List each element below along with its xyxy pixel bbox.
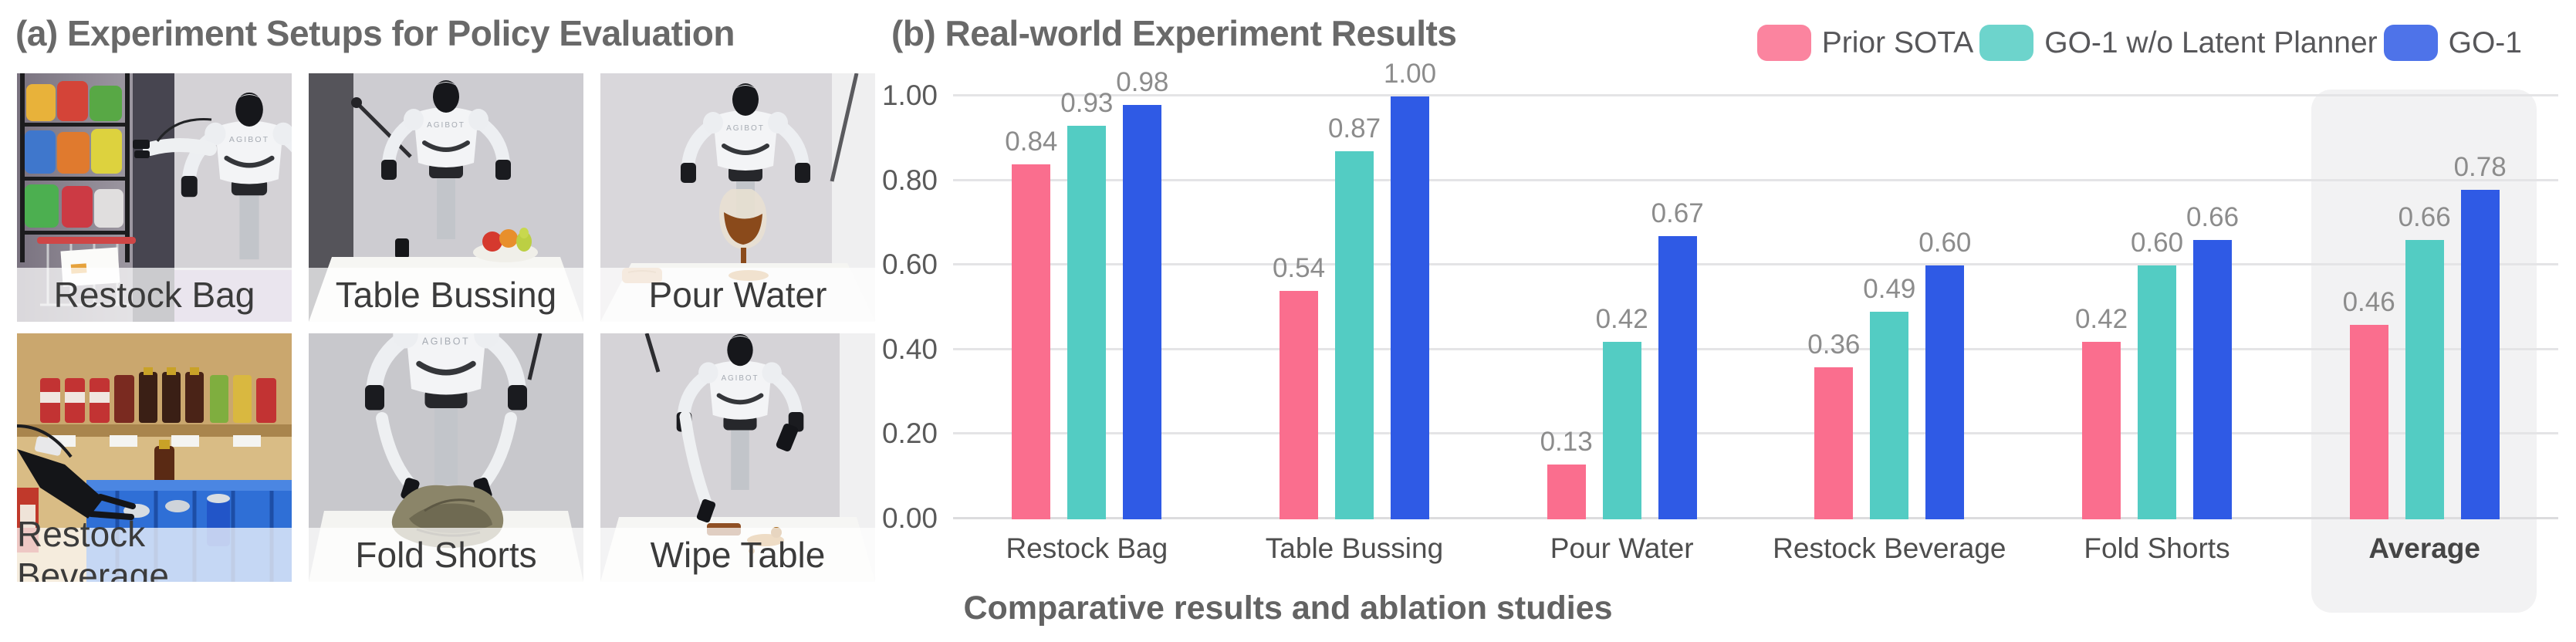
- photo-tile-table-bussing: Table Bussing: [309, 73, 583, 322]
- bar-value-label: 0.49: [1863, 274, 1916, 305]
- bar: [2405, 240, 2444, 519]
- bar-value-label: 0.84: [1005, 126, 1058, 157]
- bar-value-label: 0.13: [1540, 426, 1593, 457]
- photo-label: Restock Beverage: [17, 514, 169, 582]
- gridline: [953, 347, 2558, 350]
- bar: [1123, 104, 1162, 519]
- bar-value-label: 0.98: [1116, 66, 1169, 97]
- y-tick-label: 0.40: [881, 333, 938, 365]
- bar: [2138, 265, 2176, 519]
- gridline: [953, 94, 2558, 96]
- legend-item: GO-1 w/o Latent Planner: [1979, 25, 2378, 61]
- bar-value-label: 0.87: [1327, 113, 1381, 144]
- bar: [2082, 341, 2121, 519]
- gridline: [953, 263, 2558, 266]
- bar-value-label: 0.46: [2342, 286, 2395, 317]
- bar: [2193, 240, 2232, 519]
- bar: [1814, 367, 1854, 519]
- bar-value-label: 0.36: [1807, 329, 1861, 360]
- x-category-label: Average: [2368, 532, 2480, 564]
- y-tick-label: 0.60: [881, 248, 938, 281]
- bar-value-label: 0.67: [1651, 198, 1704, 228]
- gridline: [953, 178, 2558, 181]
- photo-label: Fold Shorts: [355, 535, 537, 575]
- y-tick-label: 1.00: [881, 79, 938, 111]
- x-category-label: Restock Beverage: [1773, 532, 2006, 564]
- bar-value-label: 0.60: [1918, 228, 1972, 258]
- bar: [1280, 291, 1318, 519]
- panel-b-title: (b) Real-world Experiment Results: [891, 13, 1457, 53]
- legend-label: GO-1 w/o Latent Planner: [2044, 25, 2378, 59]
- y-tick-label: 0.80: [881, 164, 938, 196]
- legend-item: Prior SOTA: [1756, 25, 1974, 61]
- bar-value-label: 0.54: [1272, 253, 1326, 284]
- photo-label: Restock Bag: [53, 275, 255, 315]
- bar: [1335, 151, 1374, 519]
- photo-tile-restock-beverage: Restock Beverage: [17, 333, 292, 582]
- legend-swatch: [1756, 25, 1811, 61]
- bar: [1391, 96, 1429, 519]
- x-category-label: Pour Water: [1550, 532, 1694, 564]
- photo-tile-fold-shorts: Fold Shorts: [309, 333, 583, 582]
- photo-tile-pour-water: Pour Water: [600, 73, 875, 322]
- x-category-label: Table Bussing: [1265, 532, 1444, 564]
- photo-tile-wipe-table: Wipe Table: [600, 333, 875, 582]
- x-category-label: Restock Bag: [1006, 532, 1168, 564]
- bar: [1547, 464, 1586, 519]
- photo-label: Table Bussing: [335, 275, 557, 315]
- y-tick-label: 0.00: [881, 502, 938, 534]
- bar-value-label: 0.66: [2398, 202, 2451, 233]
- x-category-label: Fold Shorts: [2084, 532, 2230, 564]
- photo-label: Wipe Table: [650, 535, 826, 575]
- photo-label-band: Restock Beverage: [17, 514, 292, 582]
- bar-value-label: 0.78: [2453, 151, 2507, 182]
- bar: [1067, 126, 1107, 519]
- photo-label-band: Restock Bag: [17, 268, 292, 322]
- gridline: [953, 517, 2558, 519]
- bar-value-label: 0.66: [2186, 202, 2240, 233]
- bar-value-label: 0.42: [2074, 303, 2128, 334]
- legend-label: GO-1: [2448, 25, 2522, 59]
- bar: [2349, 324, 2388, 519]
- legend-swatch: [1979, 25, 2034, 61]
- panel-a-title: (a) Experiment Setups for Policy Evaluat…: [15, 13, 735, 53]
- photo-label: Pour Water: [648, 275, 827, 315]
- figure-caption: Comparative results and ablation studies: [963, 590, 1613, 627]
- bar: [1602, 341, 1641, 519]
- bar-value-label: 0.42: [1595, 303, 1648, 334]
- photo-label-band: Wipe Table: [600, 528, 875, 582]
- legend-label: Prior SOTA: [1821, 25, 1974, 59]
- bar: [1012, 164, 1051, 519]
- legend-swatch: [2383, 25, 2438, 61]
- bar: [1925, 265, 1965, 519]
- photo-label-band: Fold Shorts: [309, 528, 583, 582]
- photo-tile-restock-bag: Restock Bag: [17, 73, 292, 322]
- bar: [1658, 235, 1697, 519]
- bar-chart: 0.00 0.20 0.40 0.60 0.80 1.00 0.84 0.93 0.98 Rest…: [882, 59, 2558, 564]
- y-tick-label: 0.20: [881, 417, 938, 450]
- gridline: [953, 432, 2558, 435]
- bar-value-label: 0.93: [1060, 88, 1114, 119]
- photo-label-band: Pour Water: [600, 268, 875, 322]
- legend-item: GO-1: [2383, 25, 2522, 61]
- bar-value-label: 1.00: [1383, 59, 1437, 89]
- photo-label-band: Table Bussing: [309, 268, 583, 322]
- bar-value-label: 0.60: [2130, 228, 2184, 258]
- bar: [2460, 189, 2500, 519]
- legend: Prior SOTA GO-1 w/o Latent Planner GO-1: [1756, 25, 2522, 61]
- bar: [1870, 312, 1909, 519]
